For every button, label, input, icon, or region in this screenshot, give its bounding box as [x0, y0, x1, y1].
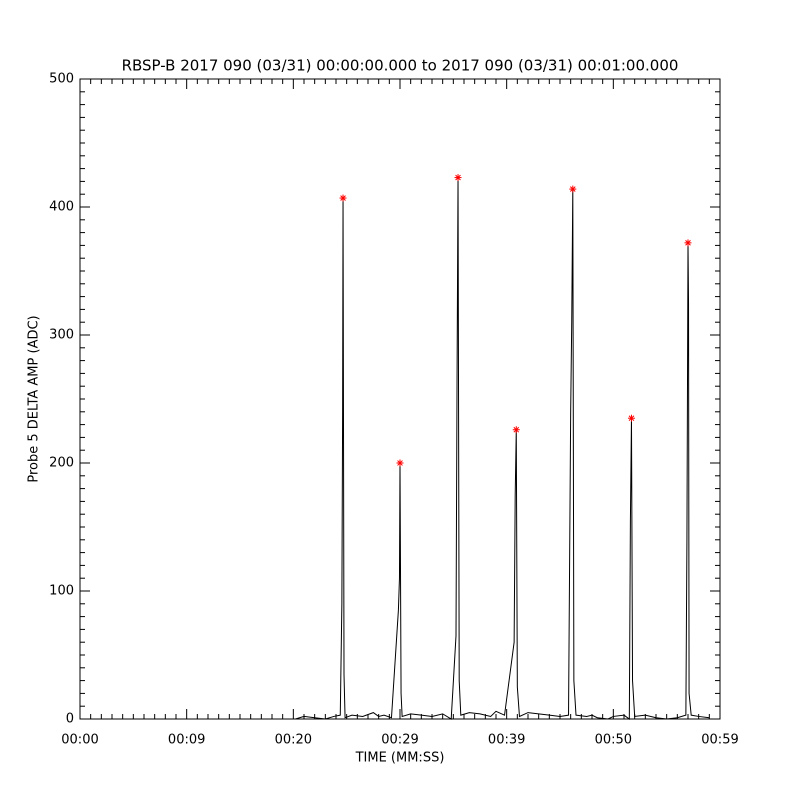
marker-stroke [340, 195, 346, 201]
chart-title: RBSP-B 2017 090 (03/31) 00:00:00.000 to … [122, 57, 679, 75]
y-tick-label: 0 [66, 712, 74, 727]
marker-stroke [513, 426, 520, 433]
marker-stroke [569, 186, 576, 192]
x-tick-label: 00:39 [488, 733, 525, 748]
peak-marker [454, 174, 462, 182]
marker-stroke [685, 240, 691, 246]
peak-marker [569, 185, 577, 193]
x-axis-label: TIME (MM:SS) [355, 751, 445, 766]
x-tick-label: 00:50 [595, 733, 632, 748]
peak-marker [396, 459, 404, 467]
y-axis-label: Probe 5 DELTA AMP (ADC) [27, 315, 42, 482]
marker-stroke [628, 415, 635, 422]
x-tick-label: 00:20 [275, 733, 312, 748]
peak-marker [627, 414, 635, 422]
y-tick-label: 300 [49, 328, 74, 343]
peak-marker [339, 194, 347, 202]
y-tick-label: 100 [49, 584, 74, 599]
y-tick-label: 500 [49, 72, 74, 87]
data-line [80, 177, 710, 720]
x-tick-label: 00:09 [168, 733, 205, 748]
peak-marker [684, 239, 692, 247]
x-tick-label: 00:00 [61, 733, 98, 748]
x-tick-label: 00:29 [381, 733, 418, 748]
marker-stroke [455, 174, 461, 181]
y-tick-label: 400 [49, 200, 74, 215]
marker-stroke [397, 460, 403, 466]
peak-marker [512, 426, 520, 434]
y-tick-label: 200 [49, 456, 74, 471]
x-tick-label: 00:59 [701, 733, 738, 748]
